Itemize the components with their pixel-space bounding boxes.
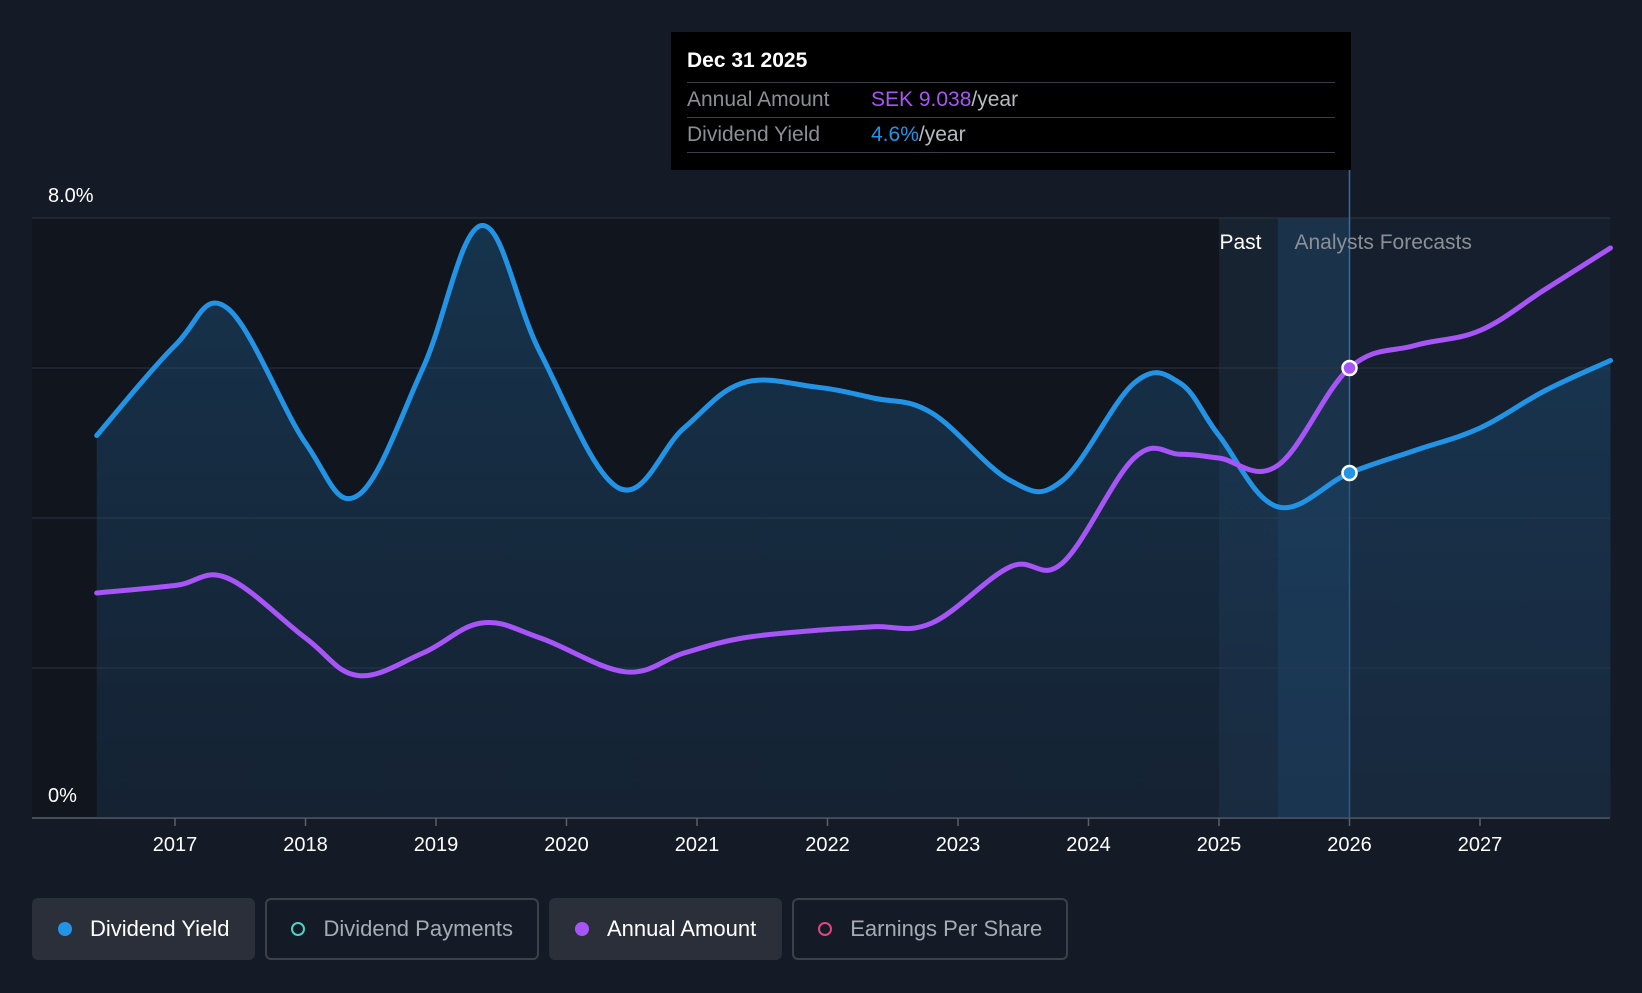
y-tick-label: 8.0% [48, 185, 94, 207]
legend-label: Earnings Per Share [850, 916, 1043, 941]
chart-tooltip: Dec 31 2025 Annual Amount SEK 9.038 /yea… [671, 32, 1351, 170]
annual-amount-dot-icon [574, 922, 589, 936]
x-tick-label: 2024 [1066, 834, 1111, 856]
x-tick-label: 2025 [1197, 834, 1242, 856]
y-tick-label: 0% [48, 785, 77, 807]
tooltip-unit: /year [918, 123, 966, 146]
tooltip-unit: /year [971, 88, 1019, 111]
tooltip-date: Dec 31 2025 [687, 46, 1335, 83]
tooltip-label: Annual Amount [687, 88, 830, 111]
legend-annual-amount[interactable]: Annual Amount [548, 898, 783, 960]
legend-label: Annual Amount [606, 916, 757, 941]
dividend-yield-dot-icon [58, 922, 72, 936]
forecast-label: Analysts Forecasts [1295, 231, 1472, 254]
dividend-yield-line [94, 223, 1613, 511]
legend-earnings-per-share[interactable]: Earnings Per Share [792, 898, 1069, 960]
area-layer [96, 225, 1611, 818]
legend-label: Dividend Yield [90, 916, 230, 941]
x-tick-label: 2023 [936, 834, 981, 856]
tooltip-value: SEK 9.038 [871, 88, 972, 111]
tooltip-label: Dividend Yield [687, 123, 821, 146]
chart-legend: Dividend Yield Dividend Payments Annual … [32, 898, 1069, 960]
dividend-yield-highlight-point [1341, 464, 1358, 482]
earnings-per-share-circle-icon [818, 922, 833, 936]
x-tick-label: 2021 [675, 834, 720, 856]
tooltip-value: 4.6% [871, 123, 919, 146]
x-tick-label: 2019 [414, 834, 459, 856]
tooltip-row-dividend-yield: Dividend Yield 4.6% /year [687, 118, 1335, 153]
x-tick-label: 2026 [1327, 834, 1372, 856]
x-tick-label: 2027 [1458, 834, 1503, 856]
past-label: Past [1219, 231, 1261, 254]
x-tick-label: 2018 [283, 834, 328, 856]
tooltip-row-annual-amount: Annual Amount SEK 9.038 /year [687, 83, 1335, 118]
legend-label: Dividend Payments [323, 916, 513, 941]
legend-dividend-payments[interactable]: Dividend Payments [265, 898, 539, 960]
legend-dividend-yield[interactable]: Dividend Yield [32, 898, 256, 960]
x-tick-label: 2022 [805, 834, 850, 856]
marker-layer [1341, 359, 1358, 482]
x-tick-label: 2020 [544, 834, 589, 856]
label-layer: 0% 8.0% 2017 2018 2019 2020 2021 2022 2023 2024 20… [48, 185, 1502, 856]
dividend-yield-area [96, 225, 1611, 818]
dividend-payments-circle-icon [291, 922, 306, 936]
annual-amount-highlight-point [1341, 359, 1358, 377]
x-tick-label: 2017 [153, 834, 198, 856]
